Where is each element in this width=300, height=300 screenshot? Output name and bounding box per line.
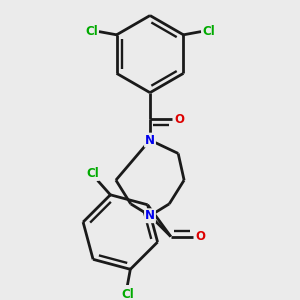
Text: Cl: Cl	[85, 25, 98, 38]
Text: Cl: Cl	[202, 25, 215, 38]
Text: O: O	[195, 230, 206, 243]
Text: N: N	[145, 209, 155, 222]
Text: O: O	[175, 113, 185, 126]
Text: Cl: Cl	[121, 288, 134, 300]
Text: Cl: Cl	[86, 167, 99, 180]
Text: N: N	[145, 134, 155, 147]
